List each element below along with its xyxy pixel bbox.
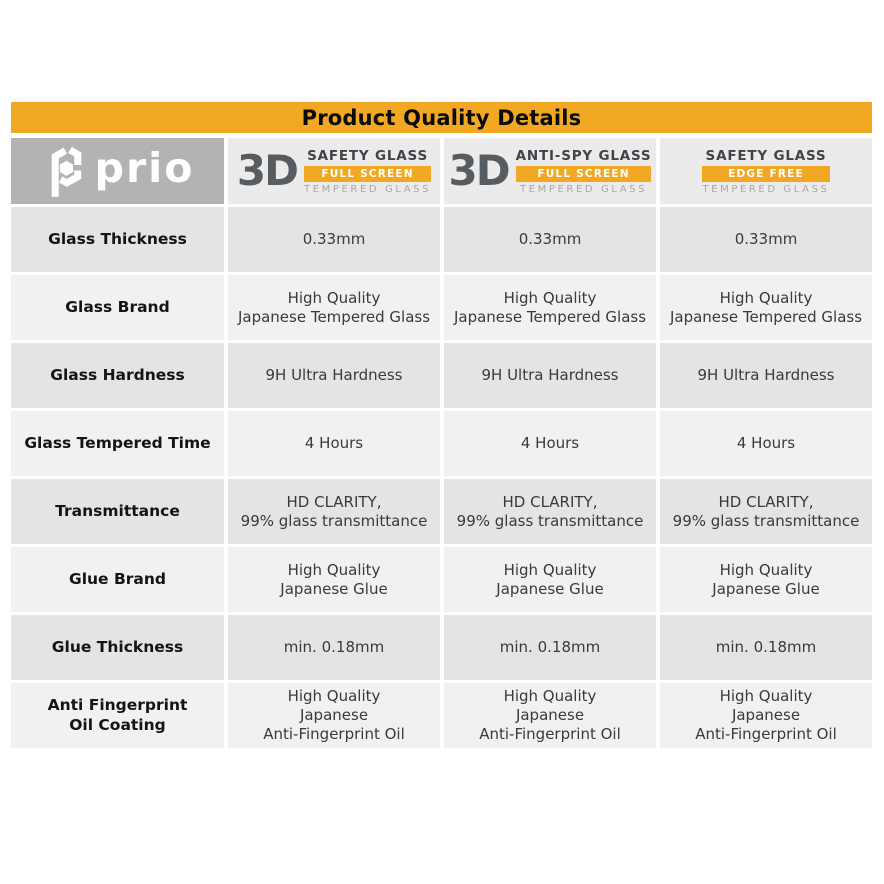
- brand-logo-text: prio: [94, 143, 195, 192]
- cell-value: min. 0.18mm: [444, 615, 656, 680]
- table-row-glue-brand: Glue Brand High Quality Japanese Glue Hi…: [11, 547, 872, 612]
- prio-hexagon-logo-icon: [51, 146, 81, 197]
- product-subtitle: TEMPERED GLASS: [520, 183, 648, 195]
- row-label: Glass Brand: [11, 275, 224, 340]
- table-row-glue-thickness: Glue Thickness min. 0.18mm min. 0.18mm m…: [11, 615, 872, 680]
- cell-value: 4 Hours: [444, 411, 656, 476]
- row-label: Glass Tempered Time: [11, 411, 224, 476]
- row-label: Glass Thickness: [11, 207, 224, 272]
- product-quality-table: Product Quality Details prio 3D SAFETY G…: [11, 102, 872, 751]
- product-3d-mark: 3D: [448, 146, 511, 195]
- row-label: Anti Fingerprint Oil Coating: [11, 683, 224, 748]
- cell-value: 0.33mm: [228, 207, 440, 272]
- cell-value: High Quality Japanese Tempered Glass: [660, 275, 872, 340]
- product-title-stack: SAFETY GLASS EDGE FREE TEMPERED GLASS: [702, 147, 830, 195]
- cell-value: 4 Hours: [228, 411, 440, 476]
- row-label: Glass Hardness: [11, 343, 224, 408]
- product-3d-mark: 3D: [236, 146, 299, 195]
- page-title: Product Quality Details: [301, 105, 582, 130]
- cell-value: 0.33mm: [444, 207, 656, 272]
- table-row-glass-hardness: Glass Hardness 9H Ultra Hardness 9H Ultr…: [11, 343, 872, 408]
- product-badge: EDGE FREE: [702, 165, 830, 182]
- table-header-row: prio 3D SAFETY GLASS FULL SCREEN TEMPERE…: [11, 138, 872, 204]
- cell-value: 4 Hours: [660, 411, 872, 476]
- table-row-glass-brand: Glass Brand High Quality Japanese Temper…: [11, 275, 872, 340]
- cell-value: 9H Ultra Hardness: [660, 343, 872, 408]
- row-label: Glue Brand: [11, 547, 224, 612]
- cell-value: 9H Ultra Hardness: [444, 343, 656, 408]
- cell-value: High Quality Japanese Tempered Glass: [444, 275, 656, 340]
- product-name: ANTI-SPY GLASS: [515, 147, 652, 164]
- cell-value: High Quality Japanese Glue: [660, 547, 872, 612]
- row-label: Glue Thickness: [11, 615, 224, 680]
- cell-value: High Quality Japanese Tempered Glass: [228, 275, 440, 340]
- product-title-stack: SAFETY GLASS FULL SCREEN TEMPERED GLASS: [304, 147, 432, 195]
- cell-value: HD CLARITY, 99% glass transmittance: [444, 479, 656, 544]
- product-subtitle: TEMPERED GLASS: [304, 183, 432, 195]
- cell-value: 0.33mm: [660, 207, 872, 272]
- product-subtitle: TEMPERED GLASS: [702, 183, 830, 195]
- row-label: Transmittance: [11, 479, 224, 544]
- cell-value: High Quality Japanese Anti-Fingerprint O…: [444, 683, 656, 748]
- table-row-transmittance: Transmittance HD CLARITY, 99% glass tran…: [11, 479, 872, 544]
- brand-logo: prio: [11, 138, 224, 204]
- column-header-safety-glass-edge-free: SAFETY GLASS EDGE FREE TEMPERED GLASS: [660, 138, 872, 204]
- column-header-3d-anti-spy-glass: 3D ANTI-SPY GLASS FULL SCREEN TEMPERED G…: [444, 138, 656, 204]
- cell-value: min. 0.18mm: [228, 615, 440, 680]
- table-row-glass-thickness: Glass Thickness 0.33mm 0.33mm 0.33mm: [11, 207, 872, 272]
- cell-value: min. 0.18mm: [660, 615, 872, 680]
- cell-value: HD CLARITY, 99% glass transmittance: [660, 479, 872, 544]
- table-row-anti-fingerprint-oil-coating: Anti Fingerprint Oil Coating High Qualit…: [11, 683, 872, 748]
- product-title-stack: ANTI-SPY GLASS FULL SCREEN TEMPERED GLAS…: [515, 147, 652, 195]
- cell-value: High Quality Japanese Anti-Fingerprint O…: [228, 683, 440, 748]
- cell-value: High Quality Japanese Glue: [444, 547, 656, 612]
- cell-value: High Quality Japanese Anti-Fingerprint O…: [660, 683, 872, 748]
- table-row-glass-tempered-time: Glass Tempered Time 4 Hours 4 Hours 4 Ho…: [11, 411, 872, 476]
- product-name: SAFETY GLASS: [307, 147, 428, 164]
- product-name: SAFETY GLASS: [705, 147, 827, 164]
- cell-value: 9H Ultra Hardness: [228, 343, 440, 408]
- column-header-3d-safety-glass: 3D SAFETY GLASS FULL SCREEN TEMPERED GLA…: [228, 138, 440, 204]
- cell-value: HD CLARITY, 99% glass transmittance: [228, 479, 440, 544]
- product-badge: FULL SCREEN: [515, 165, 652, 182]
- product-badge: FULL SCREEN: [304, 165, 432, 182]
- cell-value: High Quality Japanese Glue: [228, 547, 440, 612]
- title-bar: Product Quality Details: [11, 102, 872, 133]
